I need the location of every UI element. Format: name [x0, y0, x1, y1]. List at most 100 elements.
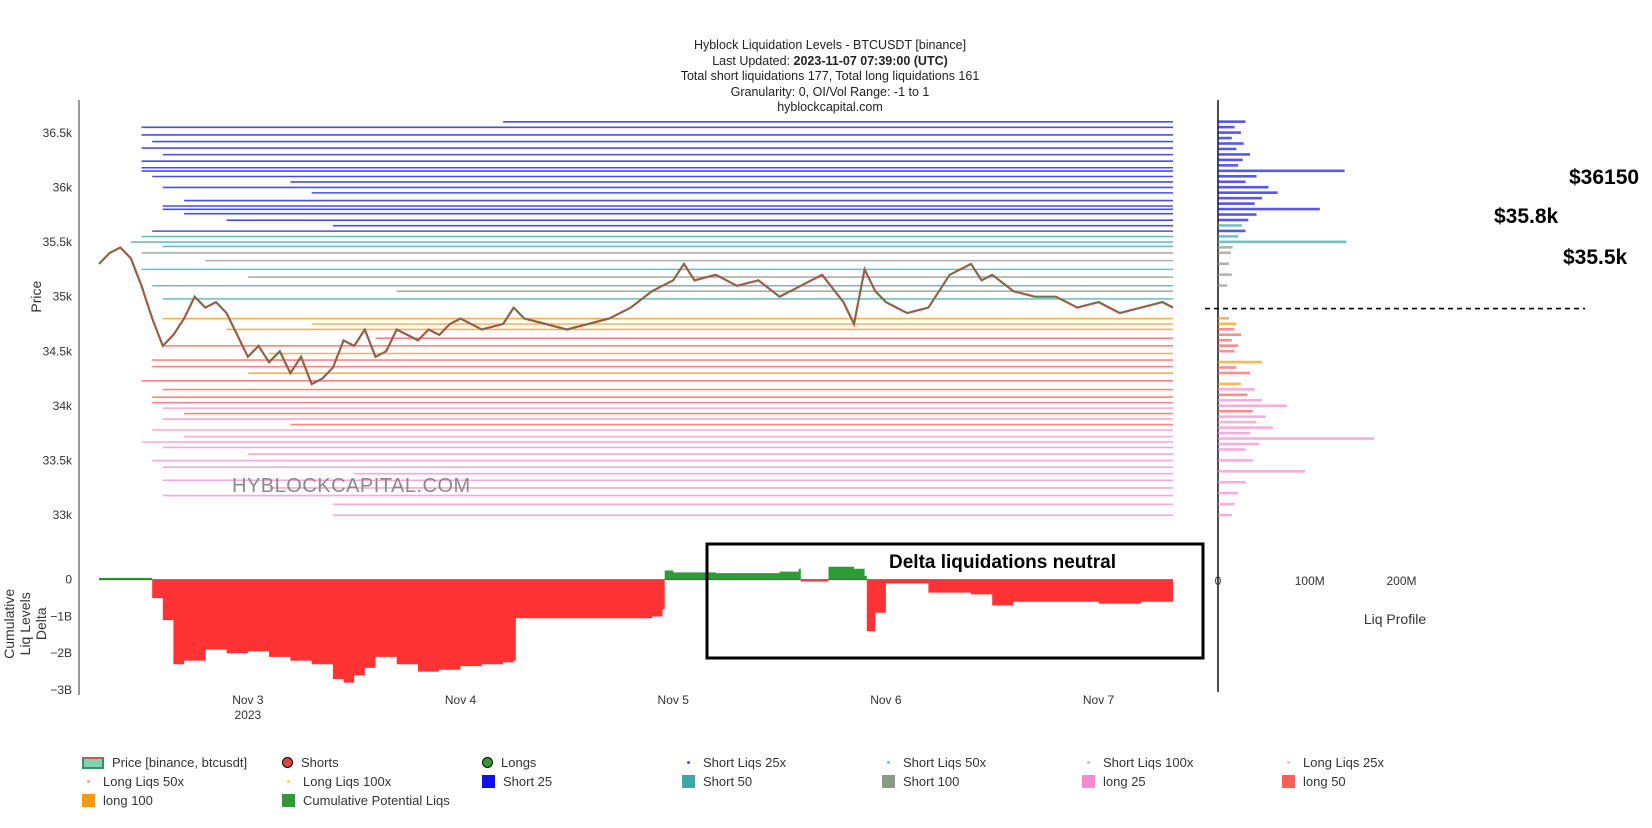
liq-profile-bar — [1218, 360, 1263, 364]
legend-swatch — [682, 775, 695, 788]
legend-item[interactable]: Long Liqs 100x — [282, 774, 391, 789]
liq-profile-bar — [1218, 218, 1249, 222]
liq-profile-bar — [1218, 398, 1263, 402]
title-line-3: Total short liquidations 177, Total long… — [680, 69, 980, 83]
liq-profile-bar — [1218, 371, 1251, 375]
price-tick-label: 34k — [53, 399, 73, 413]
last-updated-value: 2023-11-07 07:39:00 (UTC) — [793, 53, 948, 68]
x-tick-label: Nov 3 — [232, 693, 264, 707]
legend-item[interactable]: Short 25 — [482, 774, 552, 789]
legend-swatch — [1282, 775, 1295, 788]
profile-axis-label: Liq Profile — [1364, 611, 1426, 627]
liq-profile-bar — [1218, 284, 1228, 287]
legend-item[interactable]: Short Liqs 50x — [882, 755, 986, 770]
liq-profile-bar — [1218, 251, 1231, 255]
liq-profile-bar — [1218, 158, 1243, 162]
liq-profile-bar — [1218, 240, 1347, 244]
liq-profile-bar — [1218, 491, 1239, 495]
legend-item[interactable]: Short 50 — [682, 774, 752, 789]
legend-item[interactable]: Price [binance, btcusdt] — [82, 755, 247, 770]
legend-label: long 25 — [1103, 774, 1146, 789]
liq-profile-bar — [1218, 142, 1244, 145]
legend-label: Short 25 — [503, 774, 553, 789]
price-line — [98, 246, 1174, 386]
legend-label: Long Liqs 25x — [1303, 755, 1384, 770]
annotation-35-5k: $35.5k — [1563, 246, 1628, 269]
liq-profile-bar — [1218, 169, 1345, 173]
legend-label: Longs — [501, 755, 537, 770]
legend-item[interactable]: Longs — [482, 755, 536, 770]
liq-profile-bar — [1218, 415, 1266, 418]
price-tick-label: 35.5k — [43, 235, 73, 249]
delta-note: Delta liquidations neutral — [889, 552, 1116, 573]
title-line-2: Last Updated: 2023-11-07 07:39:00 (UTC) — [560, 54, 1100, 70]
legend-label: Short Liqs 25x — [703, 755, 787, 770]
last-updated-label: Last Updated: — [712, 53, 794, 68]
legend-item[interactable]: Cumulative Potential Liqs — [282, 793, 450, 808]
liq-profile-bar — [1218, 404, 1287, 408]
legend-item[interactable]: long 25 — [1082, 774, 1146, 789]
delta-axis-label: CumulativeLiq LevelsDelta — [1, 589, 49, 659]
delta-tick-label: −3B — [50, 683, 72, 697]
liq-profile-bar — [1218, 480, 1246, 484]
liq-profile-bar — [1218, 120, 1246, 123]
title-line-4: Granularity: 0, OI/Vol Range: -1 to 1 — [730, 84, 930, 99]
liq-profile-bar — [1218, 442, 1260, 446]
liq-profile-bar — [1218, 470, 1306, 473]
delta-axis-label-line: Liq Levels — [17, 592, 33, 655]
liq-profile-bar — [1218, 437, 1374, 440]
liq-profile-bar — [1218, 164, 1239, 167]
legend-swatch — [1087, 761, 1090, 764]
legend-item[interactable]: Long Liqs 50x — [82, 774, 184, 789]
liq-profile-bar — [1218, 513, 1232, 517]
legend-item[interactable]: Short Liqs 25x — [682, 755, 786, 770]
price-tick-label: 35k — [53, 290, 73, 304]
liq-profile-bar — [1218, 333, 1241, 337]
liq-profile-bar — [1218, 153, 1251, 156]
delta-highlight-box — [705, 542, 1205, 660]
legend-label: long 50 — [1303, 774, 1346, 789]
legend-item[interactable]: long 50 — [1282, 774, 1346, 789]
liq-profile-bar — [1218, 338, 1232, 342]
legend-swatch — [482, 757, 493, 768]
liq-profile-bar — [1218, 420, 1257, 424]
delta-area-negative — [152, 579, 1173, 683]
x-tick-label: Nov 6 — [870, 693, 902, 707]
liq-profile-bar — [1218, 235, 1239, 238]
liq-profile-bar — [1218, 409, 1253, 413]
legend-item[interactable]: Short 100 — [882, 774, 959, 789]
liq-profile-bar — [1218, 349, 1235, 353]
legend-label: Short Liqs 50x — [903, 755, 987, 770]
liq-profile-bar — [1218, 448, 1246, 451]
liq-profile-bar — [1218, 174, 1257, 178]
liq-profile-bar — [1218, 344, 1239, 347]
legend-swatch — [687, 761, 690, 764]
liq-profile-bar — [1218, 431, 1251, 435]
legend-label: Short Liqs 100x — [1103, 755, 1194, 770]
price-tick-label: 33k — [53, 508, 73, 522]
legend-item[interactable]: long 100 — [82, 793, 153, 808]
legend-swatch — [482, 775, 495, 788]
delta-tick-label: −1B — [50, 609, 72, 623]
legend-swatch — [887, 761, 890, 764]
price-axis-label: Price — [28, 281, 44, 313]
title-line-1: Hyblock Liquidation Levels - BTCUSDT [bi… — [693, 38, 967, 52]
legend-item[interactable]: Shorts — [282, 755, 339, 770]
liq-profile-bar — [1218, 180, 1246, 184]
liq-profile-bar — [1218, 213, 1257, 216]
price-tick-label: 33.5k — [43, 454, 73, 468]
legend-item[interactable]: Short Liqs 100x — [1082, 755, 1193, 770]
x-tick-year: 2023 — [235, 708, 262, 722]
liq-profile-bar — [1218, 322, 1237, 326]
legend-swatch — [287, 780, 290, 783]
legend-item[interactable]: Long Liqs 25x — [1282, 755, 1384, 770]
liq-profile-bar — [1218, 317, 1230, 320]
chart-title: Hyblock Liquidation Levels - BTCUSDT [bi… — [560, 38, 1100, 116]
legend-swatch — [1082, 775, 1095, 788]
annotation-35-8k: $35.8k — [1494, 205, 1559, 228]
legend-label: long 100 — [103, 793, 153, 808]
legend-label: Shorts — [301, 755, 339, 770]
delta-axis-label-line: Cumulative — [1, 589, 17, 659]
liq-profile-bar — [1218, 426, 1274, 429]
